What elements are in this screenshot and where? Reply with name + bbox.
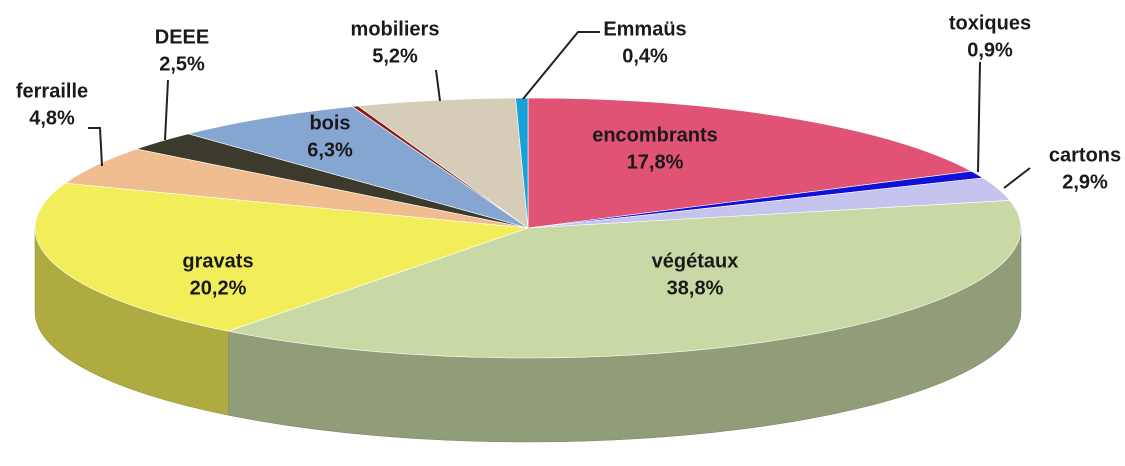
slice-value-label: 4,8% [29, 107, 75, 129]
slice-value-label: 5,2% [372, 45, 418, 67]
pie-slice [357, 97, 529, 229]
slice-value-label: 0,9% [967, 39, 1013, 61]
pie-slice [515, 97, 529, 229]
slice-value-label: 17,8% [627, 151, 684, 173]
pie-slice [34, 182, 529, 332]
leader-line [977, 61, 981, 173]
leader-line [164, 79, 169, 141]
slice-label: toxiques [949, 12, 1031, 34]
slice-label: ferraille [16, 80, 88, 102]
pie-slice [227, 200, 1022, 359]
slice-value-label: 2,5% [159, 53, 205, 75]
leader-line [88, 127, 103, 167]
pie-top [34, 97, 1022, 359]
slice-label: végétaux [652, 250, 739, 272]
slice-value-label: 2,9% [1062, 171, 1108, 193]
slice-label: mobiliers [351, 18, 440, 40]
slice-label: encombrants [592, 124, 718, 146]
leader-lines [88, 31, 1031, 189]
pie-slice [527, 97, 973, 229]
slice-value-label: 38,8% [667, 277, 724, 299]
pie-slice [187, 106, 529, 229]
slice-value-label: 0,4% [622, 45, 668, 67]
slice-value-label: 20,2% [190, 277, 247, 299]
slice-label: bois [309, 112, 350, 134]
slice-label: Emmaüs [603, 18, 686, 40]
pie-slice [64, 148, 529, 229]
slice-label: DEEE [155, 26, 209, 48]
slice-label: gravats [182, 250, 253, 272]
slice-label: cartons [1049, 144, 1121, 166]
slice-value-label: 6,3% [307, 139, 353, 161]
leader-line [522, 31, 600, 100]
leader-line [1003, 167, 1031, 189]
leader-line [435, 69, 441, 102]
